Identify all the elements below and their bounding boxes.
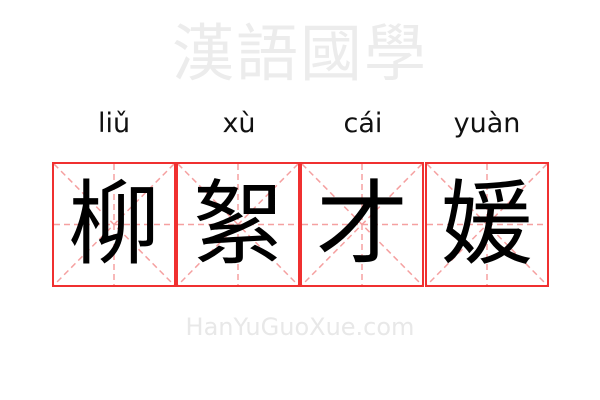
character: 媛: [440, 170, 533, 278]
guide-lines: [427, 164, 547, 285]
pinyin-4: yuàn: [453, 108, 521, 139]
character: 才: [315, 170, 408, 278]
watermark-url: HanYuGuoXue.com: [185, 313, 415, 341]
character-grid: 柳 絮 才 媛: [52, 162, 549, 287]
guide-lines: [178, 164, 298, 285]
character: 絮: [191, 170, 284, 278]
watermark-title: 漢語國學: [171, 17, 428, 90]
pinyin-3: cái: [343, 108, 383, 139]
pinyin-1: liǔ: [97, 108, 131, 139]
guide-lines: [302, 164, 422, 285]
pinyin-2: xù: [222, 108, 256, 139]
character-cell: 媛: [425, 162, 549, 287]
character: 柳: [67, 170, 160, 278]
character-cell: 柳: [52, 162, 176, 287]
character-cell: 才: [300, 162, 424, 287]
character-cell: 絮: [176, 162, 300, 287]
guide-lines: [54, 164, 174, 285]
